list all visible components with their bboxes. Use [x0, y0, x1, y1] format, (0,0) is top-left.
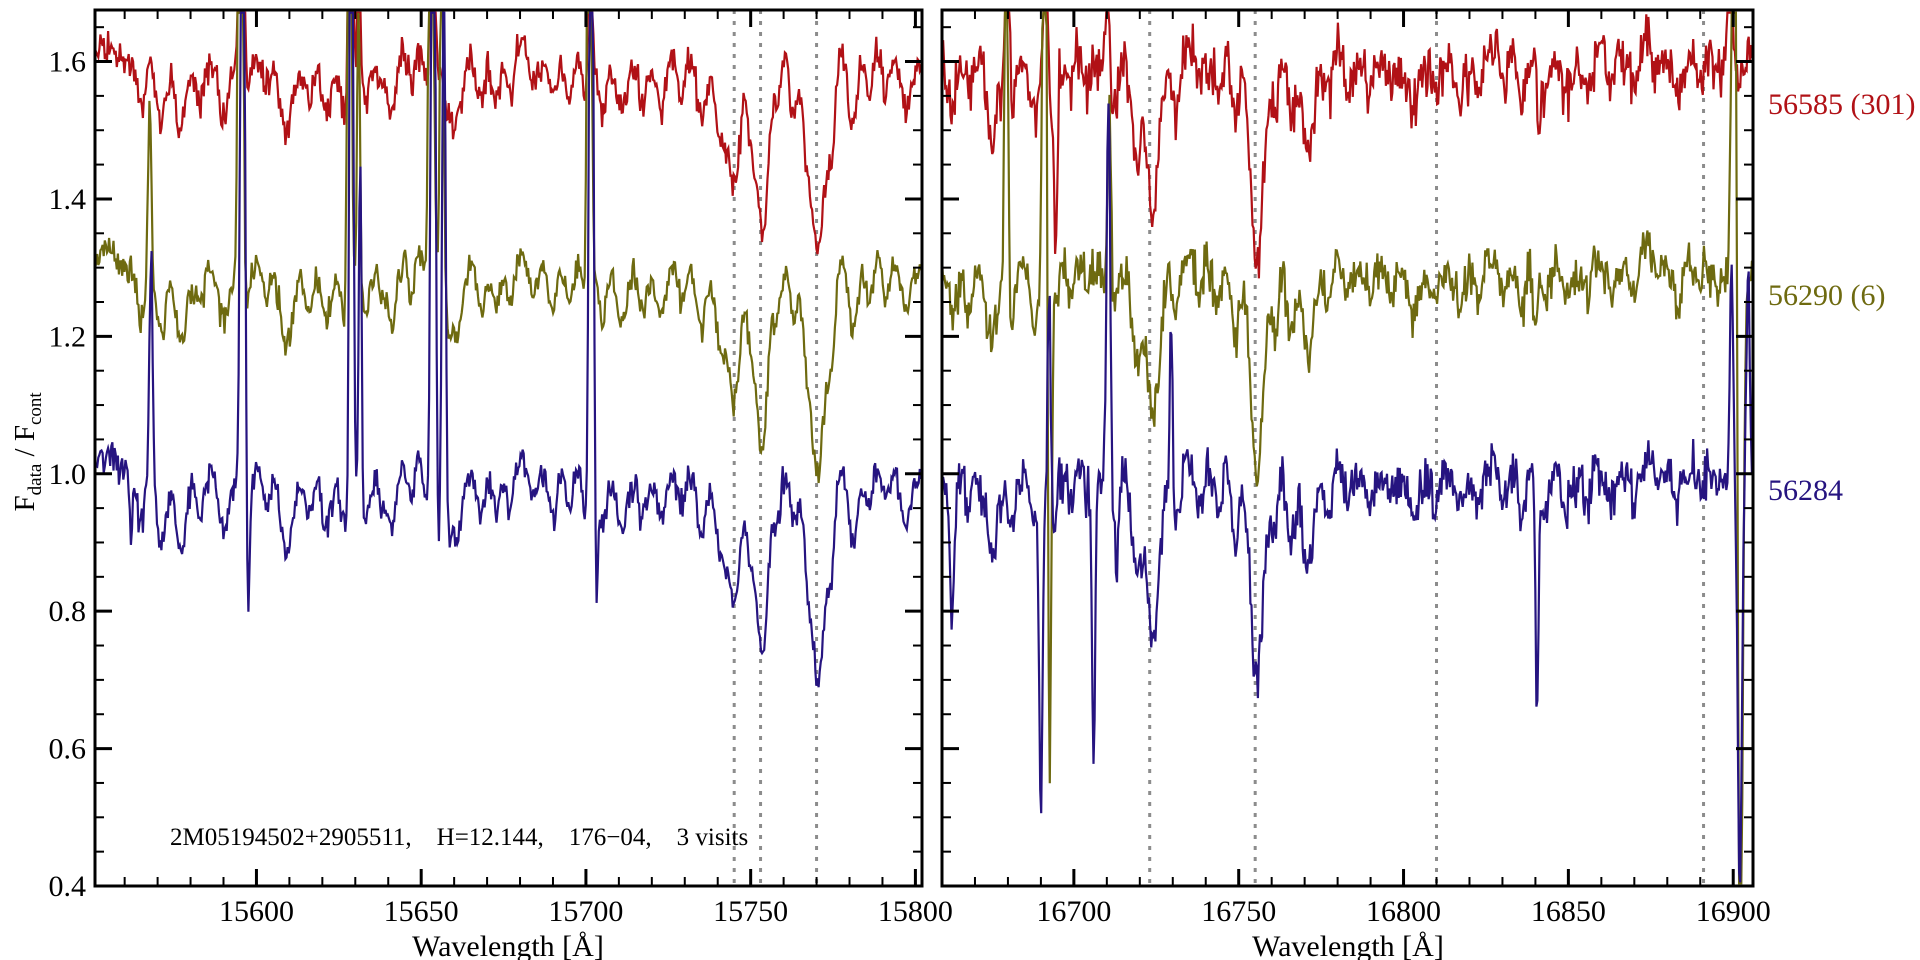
x-axis-title-right-panel: Wavelength [Å]	[1252, 930, 1444, 960]
spectrum-56284	[93, 11, 924, 688]
y-tick-label: 0.8	[49, 595, 87, 628]
panel-frame	[93, 8, 924, 888]
spectrum-56585	[94, 11, 924, 255]
visit-label-56585: 56585 (301)	[1768, 88, 1916, 121]
y-tick-label: 1.0	[49, 458, 87, 491]
y-tick-label: 0.6	[49, 733, 87, 766]
x-tick-label: 15600	[219, 895, 294, 928]
visit-label-56290: 56290 (6)	[1768, 279, 1886, 312]
x-tick-label: 15750	[713, 895, 788, 928]
x-tick-label: 16700	[1036, 895, 1111, 928]
y-axis-title: Fdata / Fcont	[9, 302, 47, 602]
y-axis-title-symbol: F	[9, 495, 42, 512]
x-tick-label: 16850	[1531, 895, 1606, 928]
panel-frame	[940, 8, 1755, 888]
spectrum-56290	[93, 11, 923, 484]
x-axis-title-left-panel: Wavelength [Å]	[412, 930, 604, 960]
y-axis-title-sub-cont: cont	[24, 392, 46, 426]
y-axis-title-sub-data: data	[24, 463, 46, 496]
visit-label-56284: 56284	[1768, 474, 1843, 507]
x-tick-label: 15800	[878, 895, 953, 928]
y-axis-title-separator: / F	[9, 425, 42, 464]
target-annotation: 2M05194502+2905511, H=12.144, 176−04, 3 …	[170, 824, 749, 851]
y-tick-label: 1.6	[49, 46, 87, 79]
y-tick-label: 0.4	[49, 870, 87, 903]
y-tick-label: 1.4	[49, 183, 87, 216]
y-tick-label: 1.2	[49, 320, 87, 353]
spectrum-56585	[940, 11, 1754, 279]
x-tick-label: 16750	[1201, 895, 1276, 928]
spectrum-56290	[940, 11, 1754, 885]
x-tick-label: 15700	[548, 895, 623, 928]
x-tick-label: 16800	[1366, 895, 1441, 928]
x-tick-label: 16900	[1696, 895, 1771, 928]
x-tick-label: 15650	[384, 895, 459, 928]
spectrum-56284	[940, 103, 1755, 883]
